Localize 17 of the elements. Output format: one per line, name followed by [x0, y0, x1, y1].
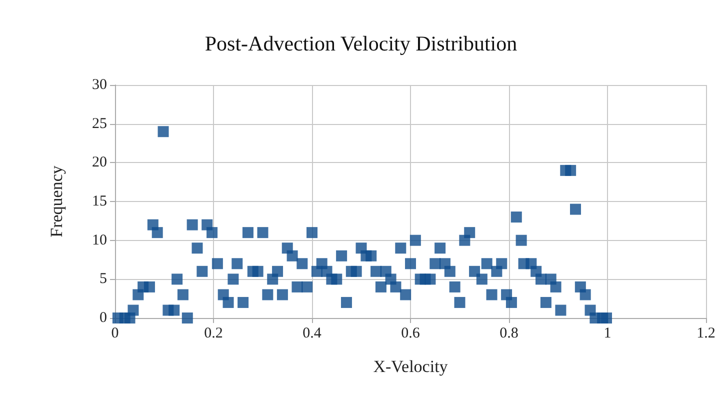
x-tick-label: 0.6 — [401, 326, 420, 342]
y-tick-label: 25 — [92, 116, 107, 132]
x-axis-title: X-Velocity — [373, 357, 448, 376]
x-tick-label: 0.4 — [302, 326, 322, 342]
x-tick-label: 0.2 — [204, 326, 223, 342]
y-tick-label: 5 — [100, 271, 107, 288]
y-tick-label: 10 — [92, 232, 107, 248]
y-tick-label: 15 — [92, 194, 107, 210]
chart-title: Post-Advection Velocity Distribution — [204, 32, 518, 56]
y-tick-label: 0 — [100, 310, 107, 326]
y-tick-label: 30 — [92, 77, 107, 93]
x-tick-label: 1 — [604, 326, 612, 342]
x-tick-label: 0 — [111, 326, 119, 342]
x-tick-label: 0.8 — [500, 326, 518, 342]
y-tick-label: 20 — [92, 154, 107, 171]
y-axis-title: Frequency — [47, 165, 66, 238]
x-tick-label: 1.2 — [696, 326, 716, 342]
